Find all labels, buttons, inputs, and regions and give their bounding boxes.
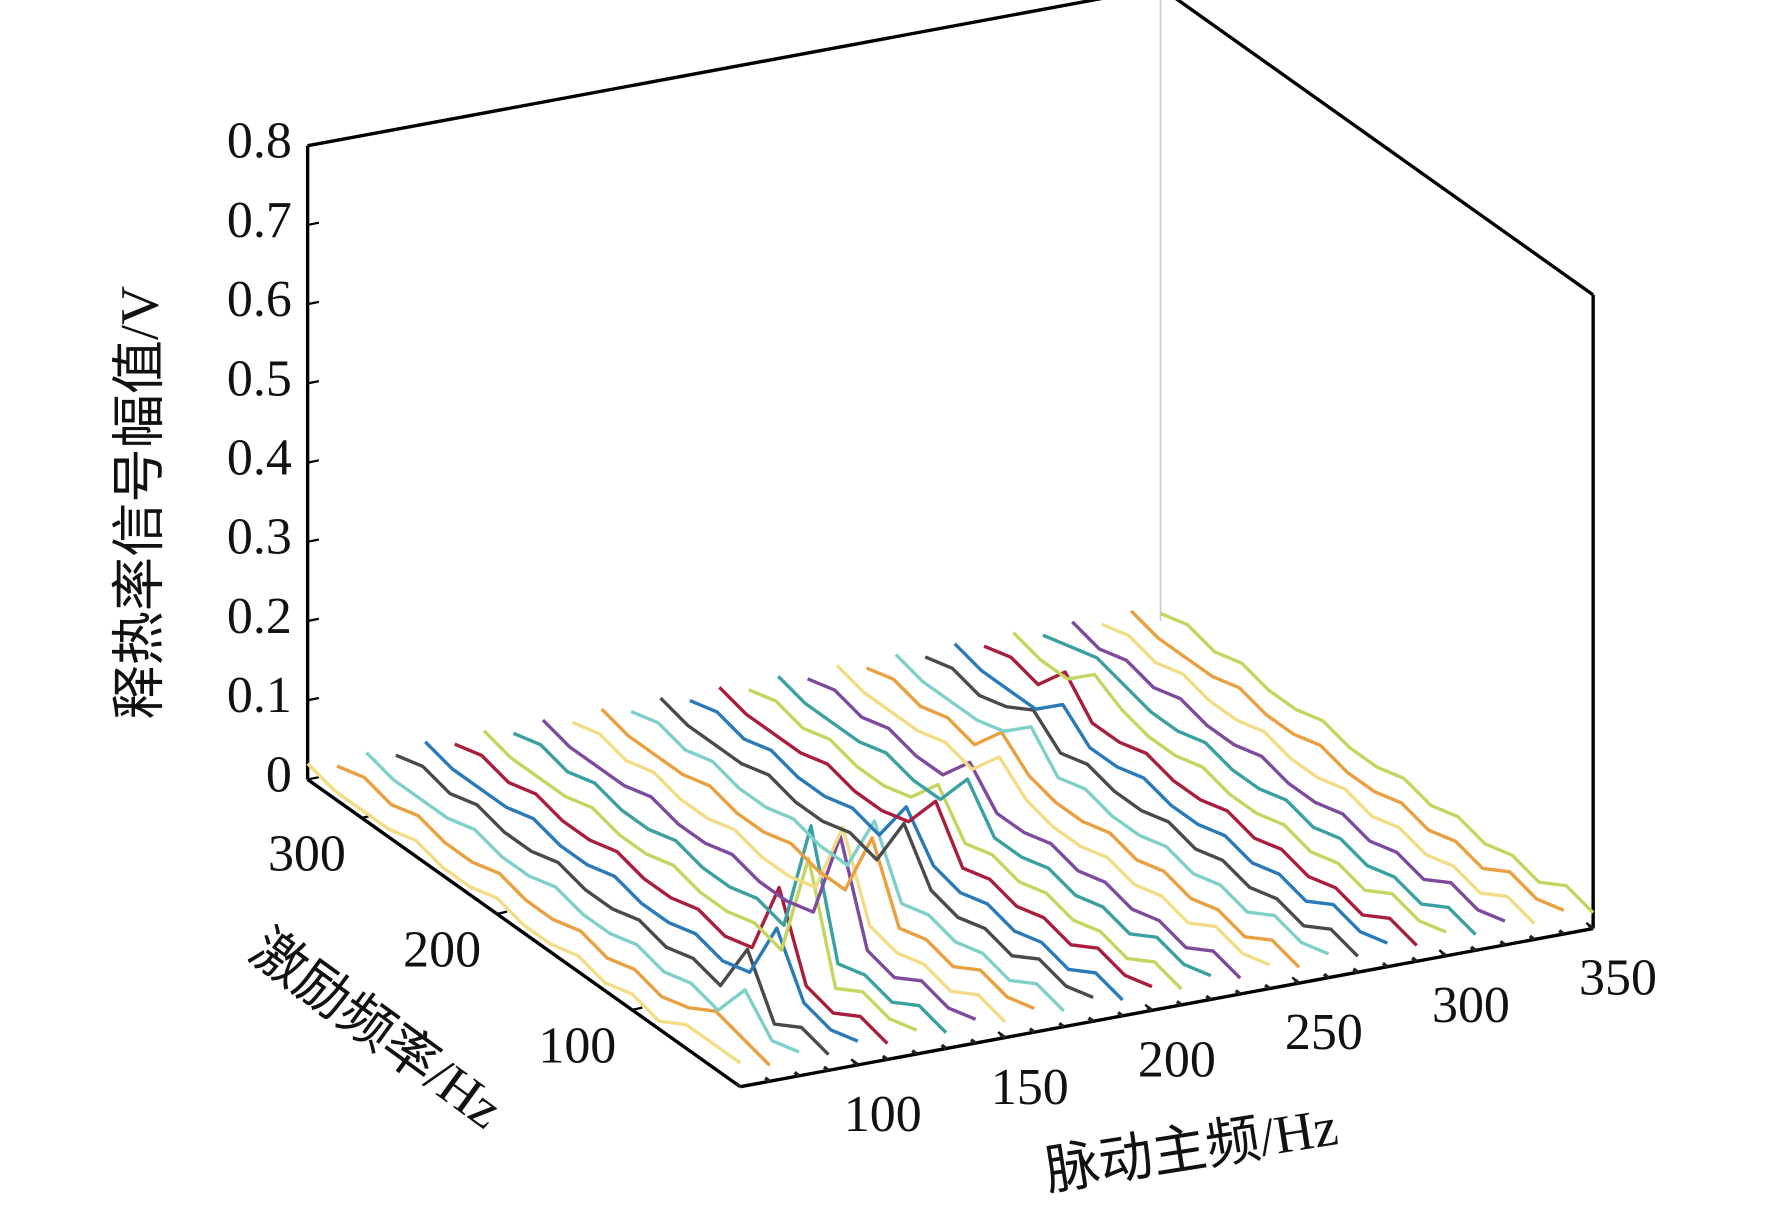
series-line (1012, 631, 1447, 934)
series-line (806, 677, 1242, 980)
series-line (718, 686, 1153, 989)
series-position (734, 1081, 742, 1089)
series-line (571, 720, 1007, 1023)
series-line (541, 718, 977, 1021)
series-line (894, 653, 1330, 956)
series-line (395, 753, 830, 1056)
y-tick-label: 0.2 (227, 588, 292, 645)
y-axis-title: 释热率信号幅值/V (109, 286, 169, 720)
series-line (1129, 609, 1565, 912)
plot-area (306, 609, 1595, 1089)
series-position (970, 1038, 977, 1045)
series-line (983, 644, 1418, 947)
series-line (306, 762, 742, 1065)
series-position (1058, 1021, 1065, 1029)
y-tick-label: 0.4 (227, 430, 292, 487)
series-position (1499, 940, 1506, 947)
series-line (689, 699, 1124, 1002)
series-position (881, 1054, 889, 1061)
series-line (777, 675, 1212, 978)
series-line (365, 751, 800, 1054)
series-line (454, 742, 889, 1045)
x-tick-label: 250 (1285, 1004, 1363, 1061)
x-axis-title: 脉动主频/Hz (1041, 1096, 1342, 1201)
series-position (1411, 956, 1418, 963)
box-edge (1175, 0, 1595, 297)
series-position (764, 1076, 771, 1083)
x-tick-label: 150 (991, 1059, 1069, 1116)
series-line (953, 642, 1388, 945)
series-position (1352, 967, 1359, 974)
series-position (911, 1049, 918, 1056)
y-tick (307, 221, 320, 227)
series-position (940, 1043, 948, 1050)
series-position (999, 1032, 1006, 1039)
series-position (1234, 989, 1242, 996)
series-position (793, 1071, 801, 1078)
series-position (1205, 994, 1212, 1001)
y-tick-label: 0.8 (227, 113, 292, 170)
series-line (1159, 611, 1595, 914)
series-line (1042, 633, 1477, 936)
y-tick (307, 776, 320, 781)
series-position (1146, 1005, 1154, 1012)
x-tick-label: 300 (1432, 977, 1510, 1034)
series-line (748, 688, 1183, 991)
y-tick (307, 459, 320, 464)
series-position (1028, 1027, 1036, 1034)
y-tick (307, 696, 320, 702)
z-tick-label: 100 (538, 1017, 616, 1074)
series-line (482, 729, 918, 1032)
axes-box: 0 0.1 0.2 0.3 0.4 0.5 0.6 0.7 0.8 100 150 200 250 300… (227, 0, 1657, 1143)
y-tick (307, 617, 320, 623)
y-tick (307, 538, 320, 543)
y-tick-label: 0.5 (227, 350, 292, 407)
z-tick-label: 300 (268, 825, 346, 882)
series-position (1587, 923, 1595, 930)
y-tick (307, 300, 320, 306)
series-position (1264, 983, 1271, 990)
series-position (1175, 1000, 1183, 1007)
y-tick-label: 0.7 (227, 192, 292, 249)
series-position (1087, 1016, 1095, 1023)
series-position (1469, 945, 1477, 952)
y-tick-label: 0.6 (227, 271, 292, 328)
y-tick-label: 0.1 (227, 667, 292, 724)
series-line (1071, 620, 1506, 923)
series-position (1117, 1011, 1124, 1018)
series-line (1100, 622, 1536, 925)
y-tick-label: 0 (266, 746, 292, 803)
series-line (336, 764, 771, 1067)
series-position (852, 1060, 859, 1067)
z-axis-line (306, 778, 742, 1089)
series-position (1322, 972, 1330, 979)
x-axis-line (739, 926, 1594, 1089)
x-tick-label: 350 (1579, 950, 1657, 1007)
series-line (630, 709, 1066, 1013)
series-position (822, 1065, 830, 1072)
series-line (424, 740, 859, 1043)
series-position (1440, 951, 1448, 958)
box-edge (307, 0, 1103, 148)
series-line (659, 696, 1094, 1000)
series-line (865, 666, 1301, 969)
y-tick (307, 380, 320, 385)
series-position (1528, 934, 1536, 941)
x-tick-label: 200 (1138, 1032, 1216, 1089)
x-tick-label: 100 (844, 1086, 922, 1143)
series-position (1381, 961, 1389, 969)
z-tick (631, 1006, 643, 1011)
y-tick (307, 142, 320, 147)
z-tick (496, 910, 508, 915)
series-position (1558, 929, 1565, 936)
y-tick-label: 0.3 (227, 509, 292, 566)
z-tick-label: 200 (403, 921, 481, 978)
series-line (512, 731, 948, 1034)
series-line (924, 655, 1360, 958)
series-line (835, 664, 1271, 967)
series-position (1293, 978, 1301, 985)
series-line (600, 707, 1035, 1010)
